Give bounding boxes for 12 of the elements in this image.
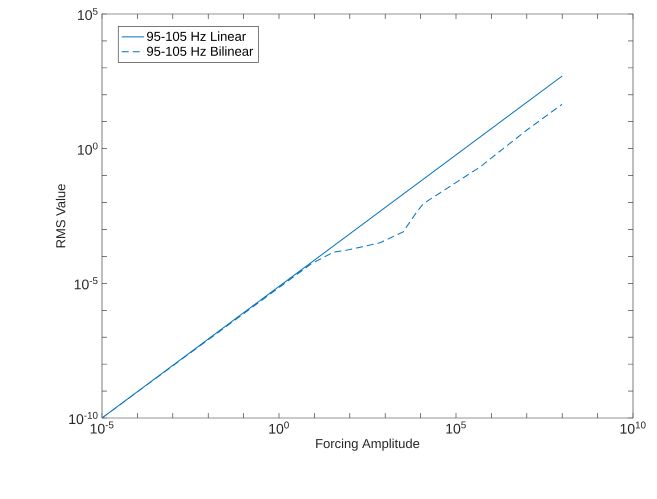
y-tick-label: 10$^{0}$ xyxy=(78,142,98,155)
x-axis-title: Forcing Amplitude xyxy=(316,438,420,451)
x-tick-label: 10$^{10}$ xyxy=(620,422,646,434)
y-tick-label: 10$^{5}$ xyxy=(78,8,98,20)
x-tick-label: 10$^{0}$ xyxy=(269,422,289,434)
legend-label: 95-105 Hz Linear xyxy=(147,31,246,41)
legend-label: 95-105 Hz Bilinear xyxy=(147,46,254,56)
x-tick-label: 10$^{-5}$ xyxy=(90,422,114,434)
y-tick-label: 10$^{-5}$ xyxy=(74,277,98,290)
x-tick-label: 10$^{5}$ xyxy=(446,422,466,434)
y-axis-title: RMS Value xyxy=(56,184,66,248)
y-tick-label: 10$^{-10}$ xyxy=(69,412,98,424)
